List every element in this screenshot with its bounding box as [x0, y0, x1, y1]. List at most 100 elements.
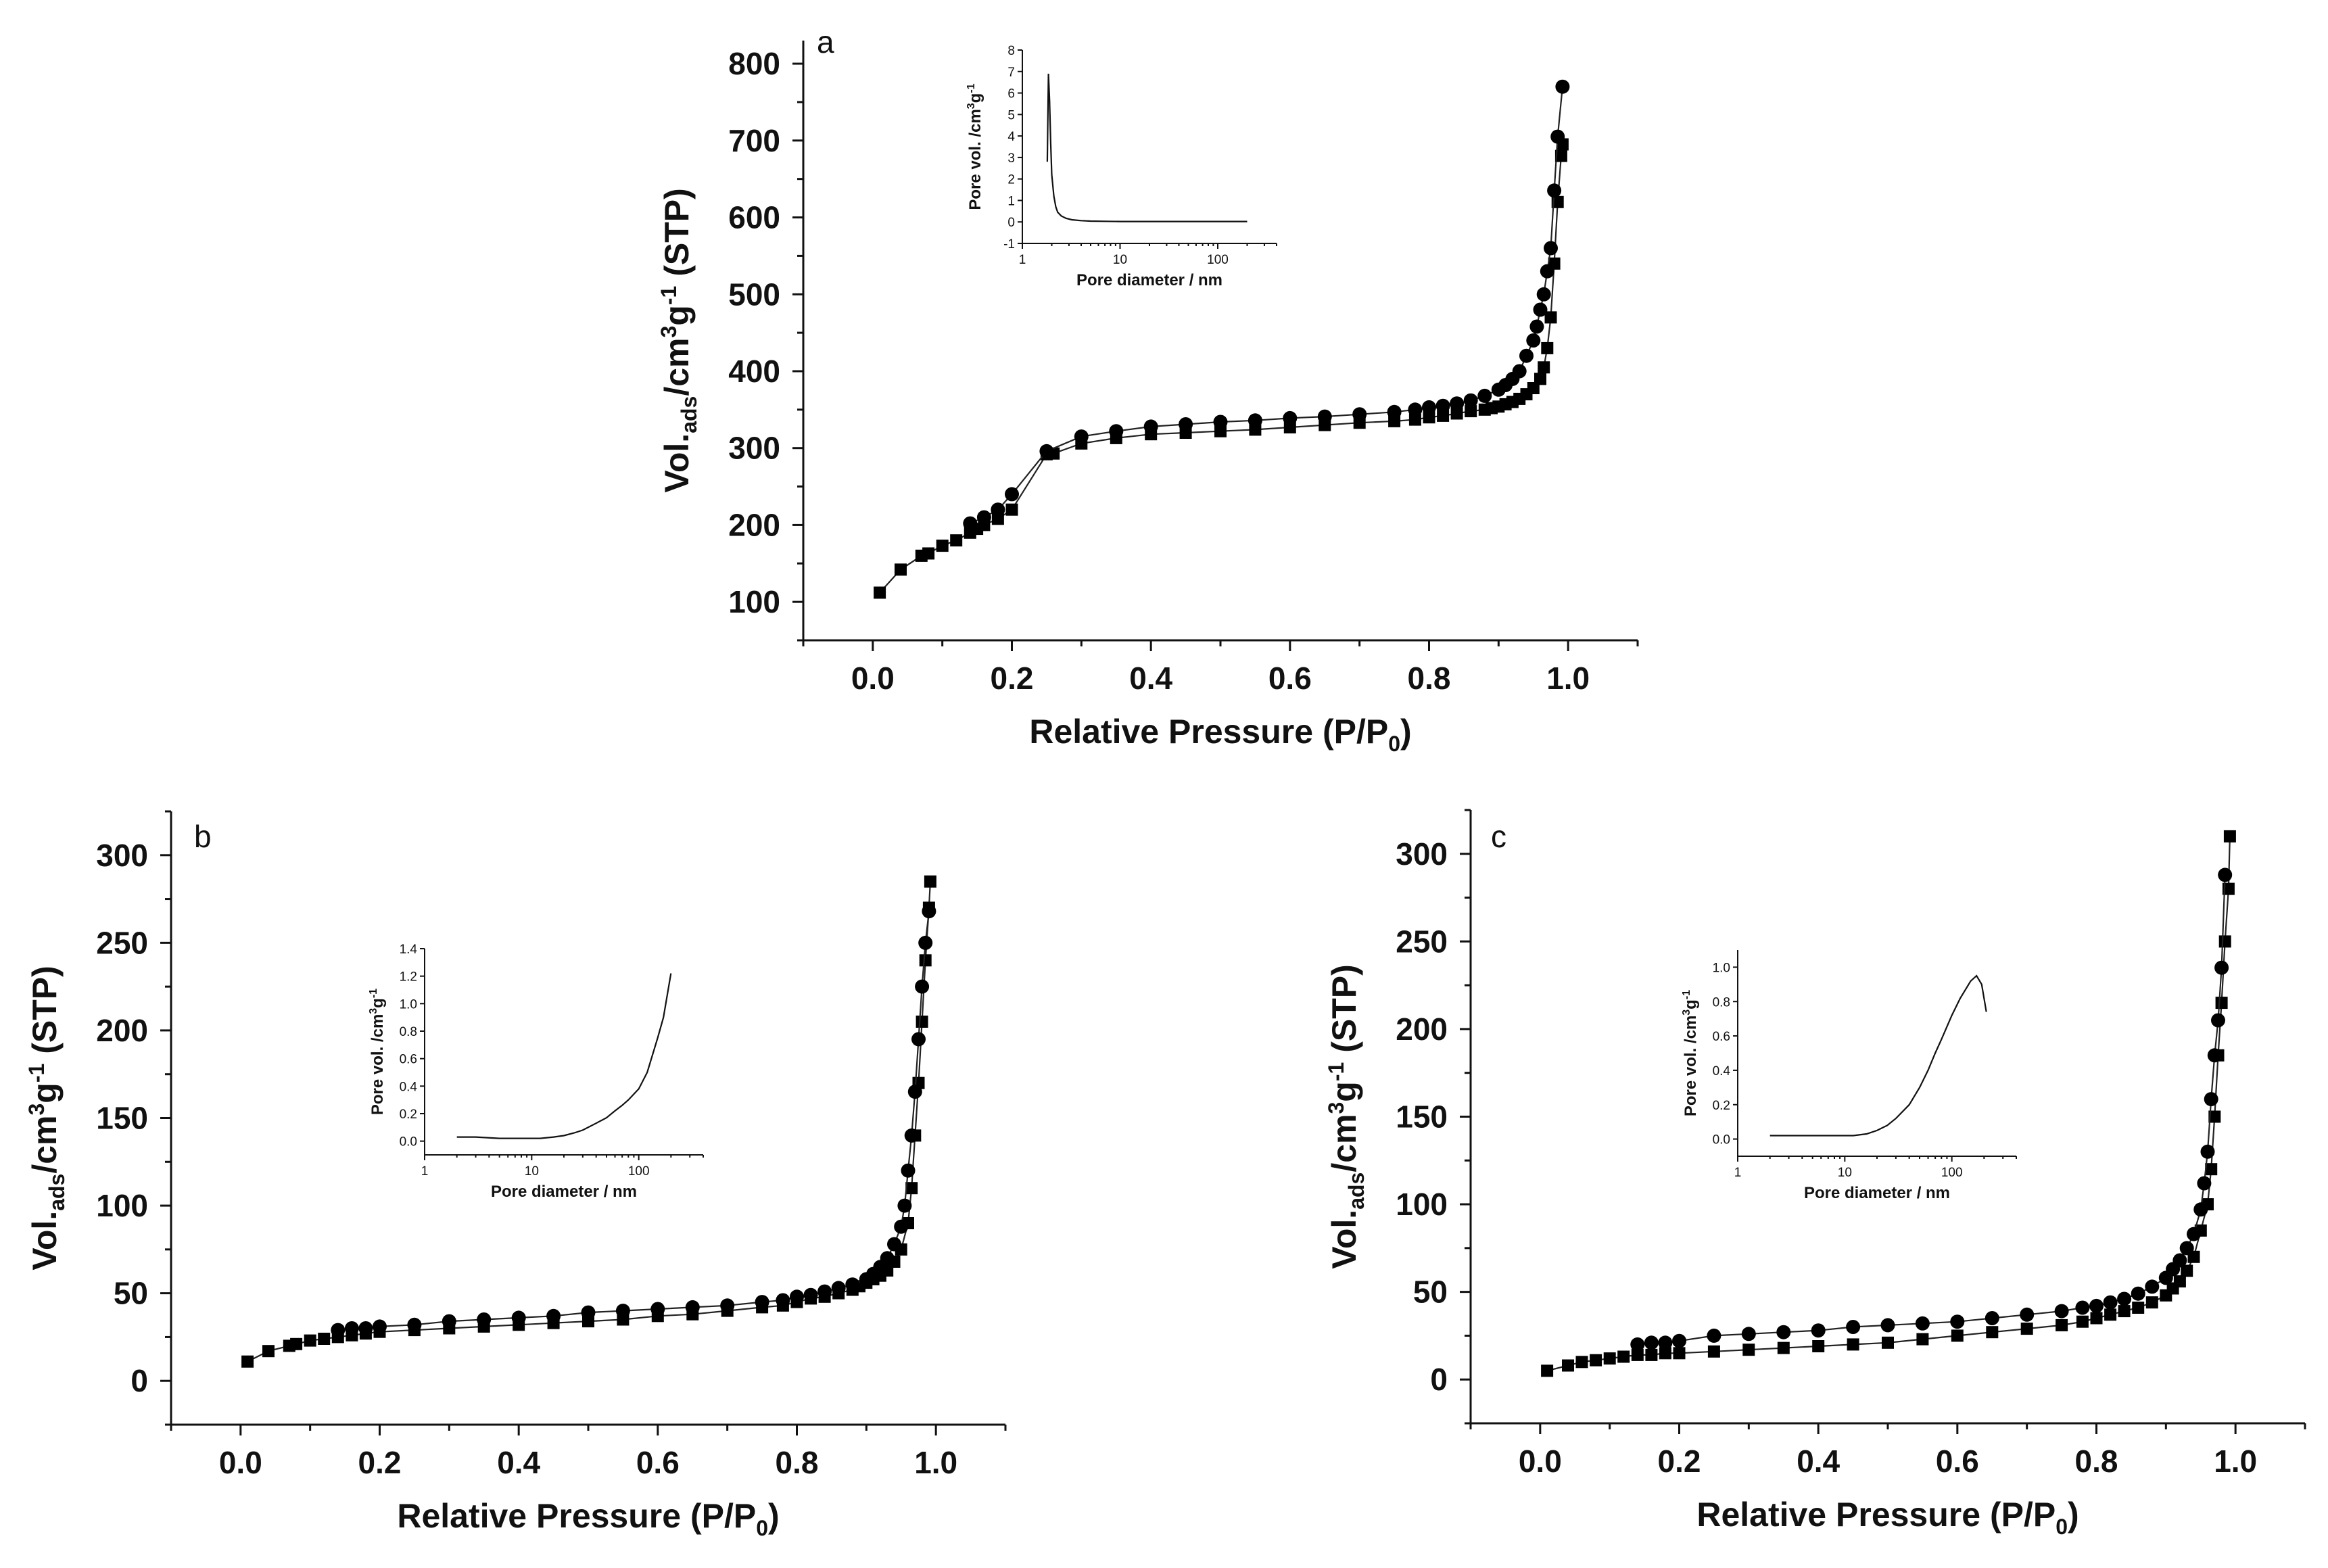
x-tick-label: 1.0: [914, 1445, 957, 1480]
desorption-point: [1450, 396, 1465, 411]
desorption-point: [1950, 1314, 1965, 1329]
inset-y-tick-label: 8: [1007, 44, 1015, 58]
adsorption-point: [1554, 149, 1567, 162]
adsorption-point: [1659, 1347, 1671, 1360]
adsorption-point: [922, 547, 935, 560]
desorption-point: [2158, 1270, 2173, 1285]
y-tick-label: 300: [1396, 836, 1448, 872]
inset-y-tick-label: 0.2: [1713, 1099, 1730, 1113]
adsorption-point: [1408, 413, 1421, 426]
desorption-point: [1533, 302, 1548, 317]
desorption-point: [2089, 1298, 2104, 1313]
desorption-point: [511, 1310, 526, 1325]
panel-letter: b: [194, 819, 212, 854]
desorption-point: [1526, 333, 1541, 348]
desorption-point: [1435, 398, 1450, 413]
y-tick-label: 250: [96, 925, 148, 960]
x-tick-label: 0.0: [219, 1445, 262, 1480]
inset-y-axis-title: Pore vol. /cm3g-1: [966, 83, 984, 210]
y-axis-title: Vol.ads/cm3g-1 (STP): [657, 188, 701, 493]
adsorption-point: [1575, 1356, 1588, 1369]
desorption-point: [2211, 1013, 2225, 1028]
y-axis-title-sup3: 3: [1324, 1102, 1348, 1114]
adsorption-point: [936, 540, 949, 552]
y-axis-title-end: (STP): [1325, 964, 1363, 1062]
desorption-point: [1544, 241, 1558, 256]
x-tick-label: 0.2: [358, 1445, 402, 1480]
inset-chart: 1 10 100 0.0 0.2 0.4 0.6 0.8 1.0 1.2 1.4 Pore diame…: [368, 943, 704, 1201]
desorption-point: [887, 1237, 901, 1252]
adsorption-point: [1423, 411, 1435, 424]
inset-y-title-main: Pore vol. /cm: [369, 1014, 387, 1115]
adsorption-point: [2205, 1163, 2218, 1176]
adsorption-point: [2056, 1318, 2068, 1331]
desorption-point: [897, 1198, 912, 1213]
desorption-point: [776, 1293, 790, 1308]
inset-y-tick-label: 7: [1007, 66, 1015, 80]
inset-chart: 1 10 100 -1 0 1 2 3 4 5 6 7 8 Pore diameter / nm Pore …: [966, 44, 1277, 289]
desorption-point: [1880, 1318, 1895, 1333]
adsorption-point: [1465, 405, 1477, 418]
inset-y-title-g: g: [966, 93, 984, 103]
adsorption-point: [1617, 1350, 1630, 1363]
y-tick-label: 100: [728, 584, 780, 619]
desorption-point: [546, 1308, 561, 1323]
adsorption-point: [2145, 1296, 2158, 1309]
x-tick-label: 0.8: [776, 1445, 819, 1480]
desorption-point: [817, 1284, 832, 1299]
adsorption-point: [1590, 1354, 1602, 1367]
adsorption-point: [1603, 1352, 1616, 1365]
y-axis-title-sub: ads: [45, 1174, 69, 1211]
x-tick-label: 0.6: [636, 1445, 680, 1480]
adsorption-point: [2090, 1312, 2103, 1325]
y-axis-title-g: g: [658, 305, 696, 326]
desorption-point: [2204, 1092, 2218, 1107]
desorption-point: [2193, 1202, 2208, 1217]
adsorption-point: [1538, 361, 1550, 374]
x-axis-title-main: Relative Pressure (P/P: [1696, 1496, 2056, 1534]
desorption-point: [1540, 264, 1554, 279]
inset-y-title-supm1: -1: [368, 989, 379, 998]
y-axis-title-main: Vol.: [1325, 1210, 1363, 1269]
desorption-point: [901, 1163, 916, 1178]
panel-a: 0.0 0.2 0.4 0.6 0.8 1.01002003004005006007008…: [657, 24, 1639, 756]
desorption-point: [2020, 1307, 2035, 1322]
y-tick-label: 100: [96, 1188, 148, 1223]
y-tick-label: 150: [1396, 1099, 1448, 1135]
x-axis-title-end: ): [2068, 1496, 2079, 1534]
desorption-point: [615, 1304, 630, 1318]
desorption-point: [720, 1298, 735, 1313]
y-axis-title-main: Vol.: [658, 433, 696, 493]
adsorption-point: [2118, 1305, 2131, 1318]
x-axis-title: Relative Pressure (P/P0): [397, 1497, 779, 1540]
desorption-point: [1491, 382, 1506, 397]
adsorption-point: [1882, 1336, 1894, 1349]
y-axis-title-mid: /cm: [658, 337, 696, 396]
desorption-point: [2117, 1291, 2132, 1306]
desorption-point: [1741, 1327, 1756, 1341]
y-axis-title-sub: ads: [677, 396, 701, 433]
desorption-point: [1550, 129, 1565, 144]
inset-y-tick-label: 1.0: [400, 997, 417, 1012]
adsorption-point: [874, 586, 886, 599]
desorption-point: [2075, 1300, 2090, 1315]
adsorption-point: [1541, 341, 1554, 354]
inset-y-tick-label: 1.0: [1713, 961, 1730, 975]
adsorption-point: [1916, 1333, 1929, 1346]
y-tick-label: 250: [1396, 924, 1448, 959]
y-tick-label: 500: [728, 277, 780, 312]
inset-y-tick-label: 1.2: [400, 970, 417, 984]
desorption-point: [2145, 1279, 2160, 1294]
desorption-point: [1283, 410, 1298, 425]
x-tick-label: 0.2: [991, 661, 1034, 696]
y-axis-title-mid: /cm: [1325, 1114, 1363, 1172]
panel-letter: c: [1491, 819, 1506, 854]
desorption-point: [650, 1302, 665, 1316]
desorption-point: [1074, 429, 1089, 444]
desorption-point: [1317, 409, 1332, 424]
desorption-point: [918, 935, 933, 950]
desorption-point: [911, 1032, 926, 1047]
adsorption-point: [1527, 382, 1540, 394]
adsorption-point: [1437, 409, 1450, 422]
